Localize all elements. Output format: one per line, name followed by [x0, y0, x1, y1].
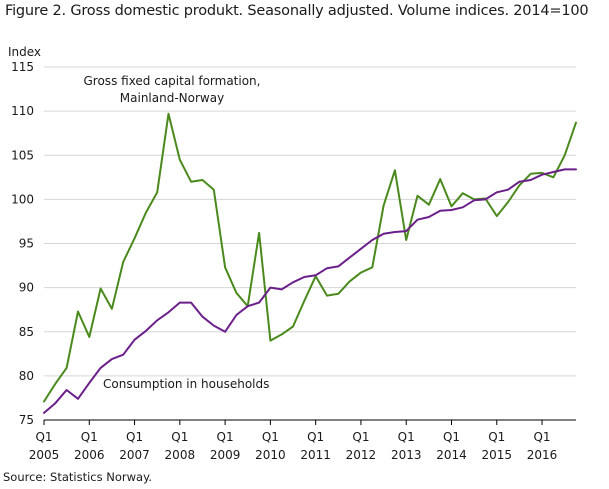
x-tick-year: 2014	[436, 448, 467, 462]
series-labels: Gross fixed capital formation, Mainland-N…	[84, 74, 270, 391]
x-tick-year: 2013	[391, 448, 422, 462]
x-tick-year: 2009	[210, 448, 241, 462]
y-tick-label: 110	[11, 104, 34, 118]
y-tick-label: 115	[11, 60, 34, 74]
chart-title: Figure 2. Gross domestic produkt. Season…	[5, 3, 589, 19]
x-tick-quarter: Q1	[217, 430, 234, 444]
y-tick-label: 90	[19, 281, 34, 295]
series-lines	[43, 112, 577, 414]
x-tick-year: 2010	[255, 448, 286, 462]
x-tick-quarter: Q1	[81, 430, 98, 444]
y-tick-label: 100	[11, 192, 34, 206]
series-label-gross-fixed-capital: Mainland-Norway	[120, 91, 224, 105]
x-tick-quarter: Q1	[488, 430, 505, 444]
x-tick-quarter: Q1	[398, 430, 415, 444]
x-tick-quarter: Q1	[352, 430, 369, 444]
x-tick-quarter: Q1	[533, 430, 550, 444]
x-axis-ticks: Q1 2005 Q1 2006 Q1 2007 Q1 2008 Q1 2009 Q1 2010 Q1 20…	[29, 420, 558, 462]
series-label-household-consumption: Consumption in households	[103, 377, 269, 391]
x-tick-year: 2008	[165, 448, 196, 462]
x-tick-year: 2012	[346, 448, 377, 462]
x-tick-year: 2007	[119, 448, 150, 462]
y-tick-label: 105	[11, 148, 34, 162]
y-tick-label: 85	[19, 325, 34, 339]
source-note: Source: Statistics Norway.	[3, 470, 152, 484]
series-label-gross-fixed-capital: Gross fixed capital formation,	[84, 74, 261, 88]
x-tick-year: 2011	[300, 448, 331, 462]
gridlines	[44, 66, 576, 421]
x-tick-year: 2015	[481, 448, 512, 462]
y-axis-ticks: 75 80 85 90 95 100 105 110 115	[11, 60, 34, 427]
x-tick-quarter: Q1	[171, 430, 188, 444]
x-tick-year: 2016	[527, 448, 558, 462]
x-tick-quarter: Q1	[126, 430, 143, 444]
x-tick-quarter: Q1	[443, 430, 460, 444]
y-tick-label: 75	[19, 413, 34, 427]
series-line-household-consumption	[43, 168, 577, 414]
x-tick-quarter: Q1	[262, 430, 279, 444]
series-line-gross-fixed-capital	[43, 112, 577, 403]
y-axis-label: Index	[8, 45, 41, 59]
x-tick-year: 2006	[74, 448, 105, 462]
y-tick-label: 80	[19, 369, 34, 383]
x-tick-quarter: Q1	[35, 430, 52, 444]
x-tick-year: 2005	[29, 448, 60, 462]
y-tick-label: 95	[19, 237, 34, 251]
x-tick-quarter: Q1	[307, 430, 324, 444]
